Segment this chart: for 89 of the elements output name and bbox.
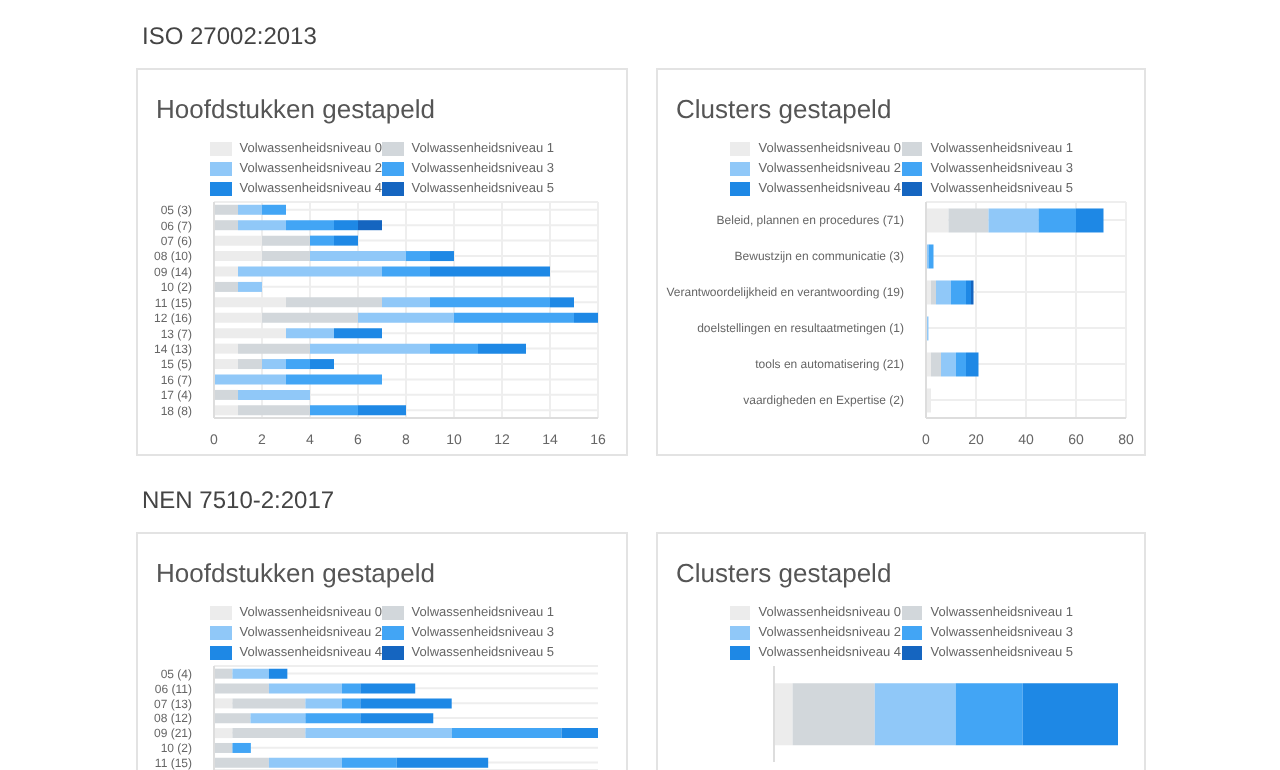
bar [310,235,334,246]
bar [430,297,550,308]
bar [286,359,310,370]
bar [430,343,478,354]
bar [966,352,979,377]
bar [232,742,251,753]
bar [334,220,358,231]
bar [310,405,358,416]
bar [948,208,989,233]
bar [792,683,875,746]
bar [310,359,334,370]
bar [262,312,358,323]
bar [334,328,382,339]
bar [928,244,934,269]
bar [1076,208,1104,233]
bar [454,312,574,323]
bar [774,683,793,746]
bar [334,235,358,246]
bar [238,359,262,370]
bar [262,251,310,262]
bar [268,683,342,694]
bar [310,343,430,354]
bar [262,235,310,246]
bar [1038,208,1076,233]
bar [926,208,949,233]
bar [214,728,233,739]
bar [360,713,434,724]
bar [262,204,286,215]
bar [451,728,562,739]
bar [550,297,574,308]
bar [232,728,306,739]
bar [232,668,269,679]
chart-title: Clusters gestapeld [676,94,892,124]
bar [286,297,382,308]
bar [286,328,334,339]
bar [951,280,966,305]
bar [360,698,452,709]
bar [561,728,598,739]
bar [358,405,406,416]
bar [214,266,238,277]
bar [956,352,966,377]
bar [358,312,454,323]
bar [286,220,334,231]
bar [382,266,430,277]
bar [360,683,416,694]
bar [305,713,361,724]
bar [214,698,233,709]
bar [1022,683,1118,746]
bar [955,683,1023,746]
bar [341,698,361,709]
bar [238,204,262,215]
bar [382,297,430,308]
bar [238,266,382,277]
bar [478,343,526,354]
bar [238,389,310,400]
bar [214,405,238,416]
bar [988,208,1039,233]
text: NEN 7510-2:2017 [142,486,335,514]
chart-title: Hoofdstukken gestapeld [156,94,435,124]
bar [931,352,941,377]
bar [238,343,310,354]
bar [238,281,262,292]
bar [214,343,238,354]
text: ISO 27002:2013 [142,22,317,50]
bar [305,698,342,709]
bar [358,220,382,231]
bar [310,251,406,262]
bar [268,757,342,768]
bar [238,220,286,231]
bar [286,374,382,385]
bar [232,698,306,709]
bar [874,683,956,746]
bar [268,668,288,679]
chart-title: Hoofdstukken gestapeld [156,558,435,588]
bar [250,713,306,724]
bar [936,280,951,305]
bar [341,683,361,694]
bar [430,251,454,262]
bar [396,757,489,768]
bar [262,359,286,370]
bar [214,374,286,385]
bar [941,352,956,377]
bar [430,266,550,277]
bar [305,728,452,739]
chart-title: Clusters gestapeld [676,558,892,588]
bar [406,251,430,262]
bar [214,359,238,370]
bar [341,757,397,768]
bar [574,312,598,323]
